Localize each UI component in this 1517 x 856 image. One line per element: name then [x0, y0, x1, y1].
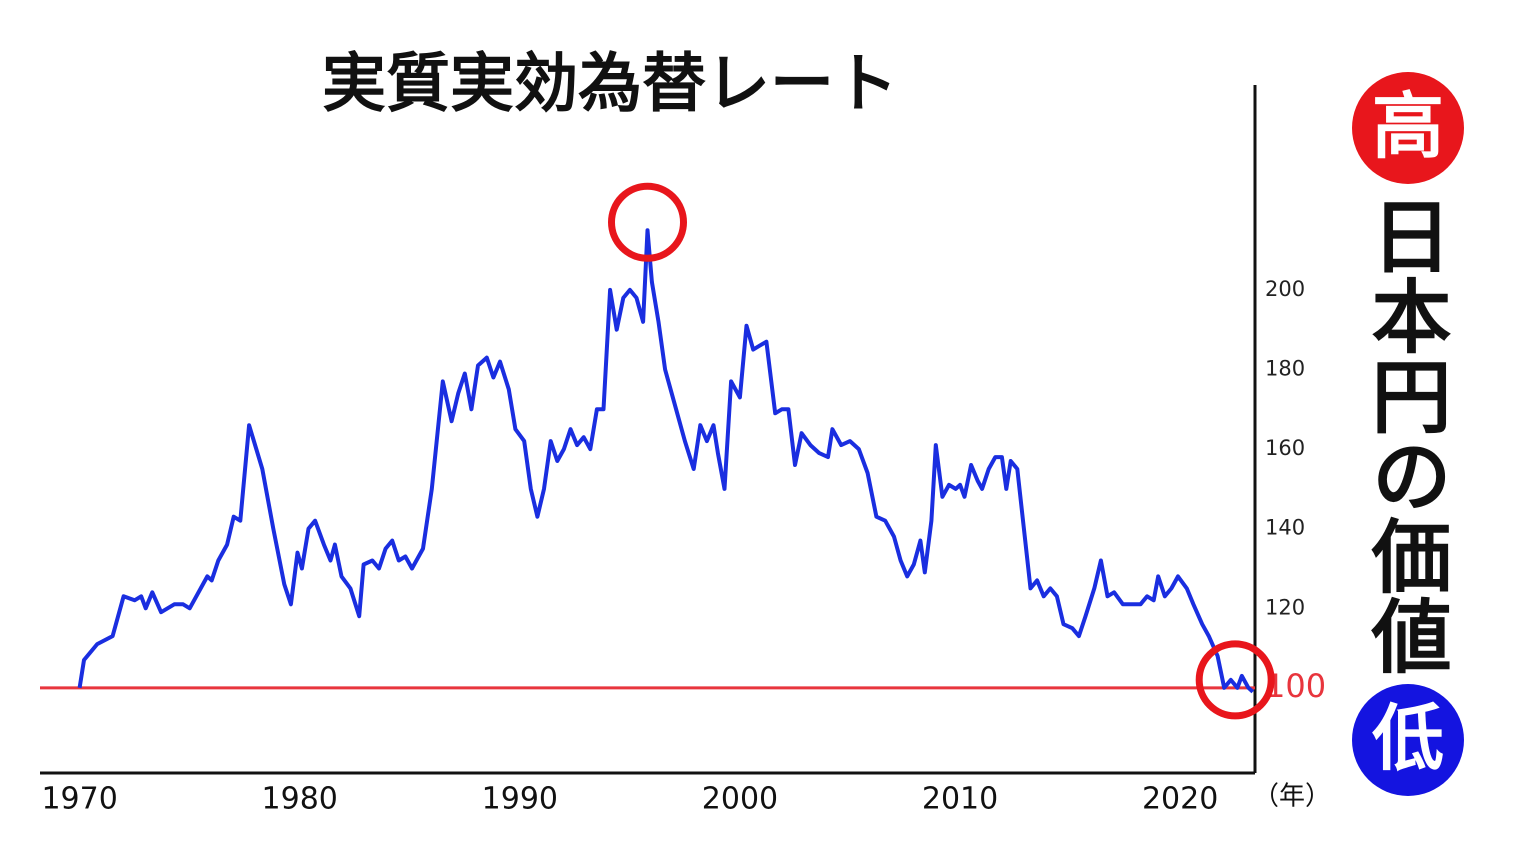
x-unit: （年）	[1253, 782, 1331, 812]
x-tick-label: 2020	[1142, 782, 1218, 817]
highlight-circle	[1195, 640, 1275, 720]
y-tick-label: 100	[1265, 667, 1326, 705]
x-tick-label: 1980	[262, 782, 338, 817]
low-label: 低	[1372, 697, 1444, 781]
highlight-circle	[608, 182, 687, 262]
series-line	[77, 228, 1255, 694]
low-badge	[1352, 684, 1464, 796]
high-label: 高	[1372, 85, 1444, 169]
y-tick-label: 180	[1265, 357, 1305, 381]
x-tick-label: 1990	[482, 782, 558, 817]
y-tick-label: 160	[1265, 436, 1305, 460]
y-tick-label: 200	[1265, 277, 1305, 301]
x-tick-label: 2000	[702, 782, 778, 817]
x-tick-label: 2010	[922, 782, 998, 817]
chart-title: 実質実効為替レート	[322, 48, 898, 122]
vertical-label: 日本円の価値	[1359, 195, 1453, 675]
high-badge	[1352, 72, 1464, 184]
x-tick-label: 1970	[41, 782, 117, 817]
y-tick-label: 140	[1265, 516, 1305, 540]
y-tick-label: 120	[1265, 595, 1305, 619]
